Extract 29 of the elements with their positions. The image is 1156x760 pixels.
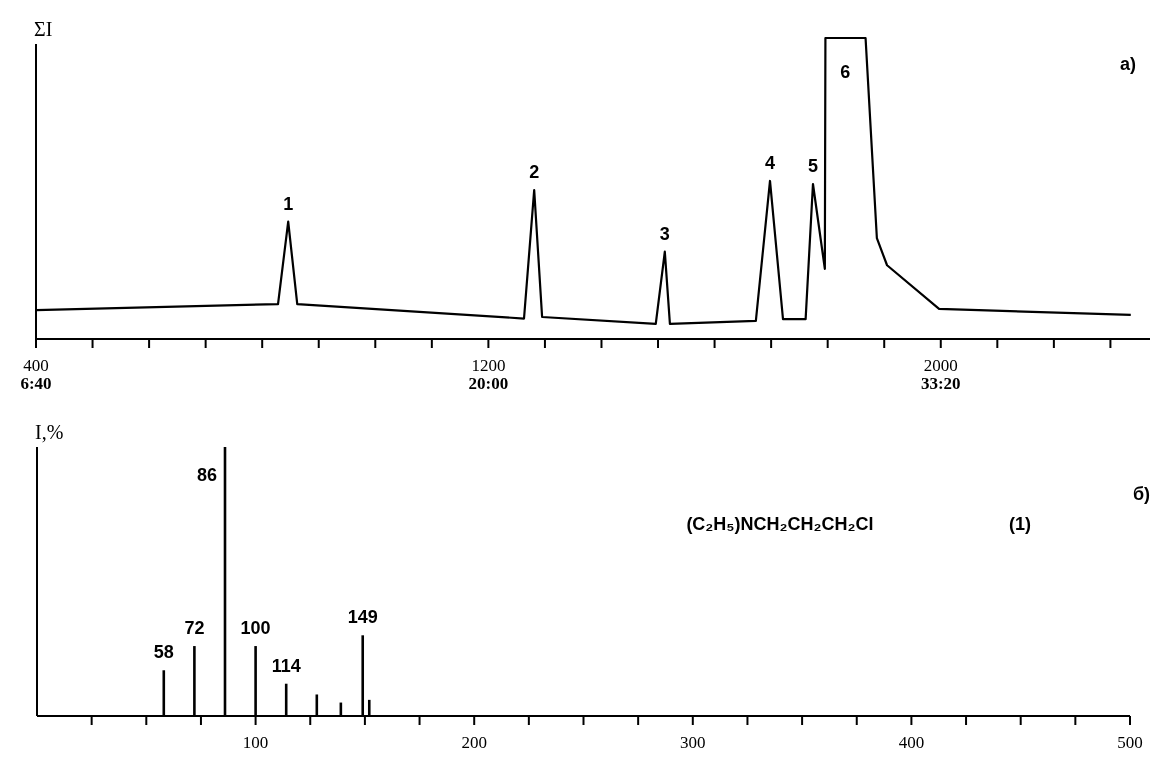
- annotation: 100: [240, 618, 271, 639]
- y-axis-title: I,%: [35, 421, 64, 443]
- annotation: 4: [764, 152, 775, 173]
- x-tick-label: 100: [242, 733, 269, 752]
- x-tick-label: 1200: [471, 356, 506, 375]
- annotation: 3: [659, 223, 670, 244]
- annotation: 86: [196, 464, 218, 485]
- x-tick-label: 300: [680, 733, 706, 752]
- annotation: 5: [807, 155, 818, 176]
- x-tick-label: 200: [461, 733, 487, 752]
- annotation: (C₂H₅)NCH₂CH₂CH₂Cl: [686, 514, 874, 534]
- y-axis-title: ΣI: [34, 18, 53, 40]
- annotation: 6: [840, 62, 851, 82]
- annotation: a): [1119, 54, 1136, 74]
- annotation: (1): [1009, 514, 1031, 534]
- annotation: 58: [153, 642, 174, 663]
- annotation: 114: [271, 655, 301, 676]
- annotation: 1: [283, 193, 294, 214]
- x2-tick-label: 33:20: [920, 374, 961, 393]
- x2-tick-label: 20:00: [468, 374, 509, 393]
- x-tick-label: 2000: [923, 356, 958, 375]
- text: б): [1132, 484, 1150, 504]
- x2-tick-label: 6:40: [20, 374, 52, 393]
- annotation: 2: [529, 162, 540, 183]
- annotation: 72: [184, 618, 205, 639]
- x-tick-label: 400: [23, 356, 49, 375]
- x-tick-label: 400: [898, 733, 925, 752]
- annotation: 149: [347, 607, 378, 628]
- x-tick-label: 500: [1117, 733, 1143, 752]
